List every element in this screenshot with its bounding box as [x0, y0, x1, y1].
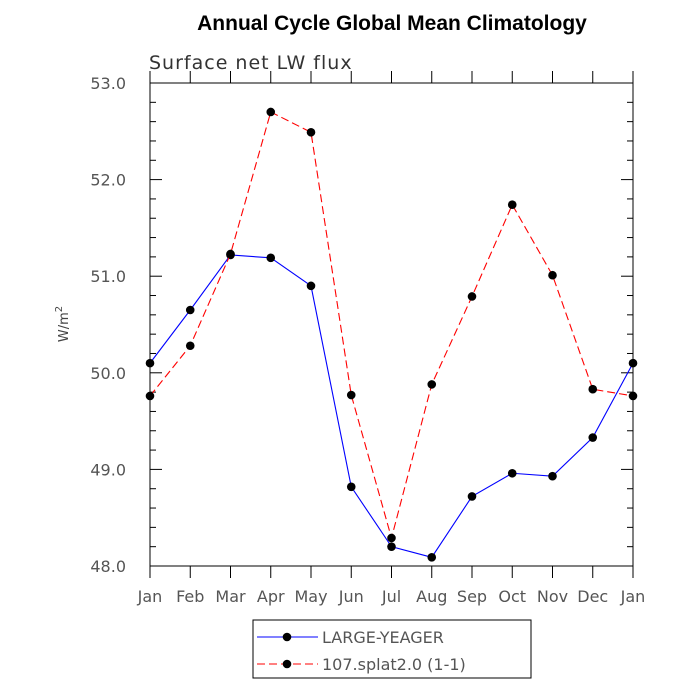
series-0-point [427, 553, 437, 562]
legend-box [252, 619, 532, 679]
series-0-point [387, 542, 396, 551]
plot-frame [149, 82, 634, 567]
series-0-point [548, 471, 557, 481]
y-tick-label: 53.0 [90, 74, 126, 93]
series-0-point [145, 358, 155, 368]
x-tick-label: Nov [537, 587, 568, 606]
series-1-point [346, 390, 356, 400]
series-1-point [548, 270, 557, 280]
x-tick-label: Jan [137, 587, 163, 606]
x-tick-label: Jan [620, 587, 646, 606]
series-line-1 [149, 111, 634, 541]
series-1-point [387, 533, 396, 543]
series-0-point [588, 433, 598, 442]
x-tick-label: Jul [381, 587, 401, 606]
y-ticks: 48.0 49.0 50.0 51.0 52.0 53.0 [90, 74, 633, 576]
x-tick-label: Dec [577, 587, 608, 606]
y-axis-label: W/m2 [54, 306, 72, 342]
series-1-point [467, 292, 477, 301]
y-tick-label: 51.0 [90, 267, 126, 286]
series-0-point [185, 305, 195, 315]
chart-title: Annual Cycle Global Mean Climatology [197, 12, 587, 35]
series-0-point [628, 358, 638, 368]
series-0-point [467, 492, 477, 501]
x-tick-label: Oct [498, 587, 526, 606]
y-axis-label-text: W/m [57, 312, 72, 342]
series-1-point [145, 391, 155, 401]
series-1-point [185, 341, 195, 351]
series-1-point [588, 384, 598, 394]
x-tick-label: Jun [338, 587, 364, 606]
series-1-point [226, 249, 235, 259]
y-tick-label: 52.0 [90, 171, 126, 190]
x-ticks: Jan Feb Mar Apr May Jun Jul Aug Sep Oct Nov Dec Jan [137, 71, 646, 606]
series-1-point [306, 127, 316, 137]
x-tick-label: Feb [176, 587, 204, 606]
series-0-point [507, 468, 517, 478]
svg-text:W/m2: W/m2 [54, 306, 72, 342]
y-tick-label: 49.0 [90, 460, 126, 479]
x-tick-label: Mar [215, 587, 246, 606]
chart-subtitle: Surface net LW flux [149, 52, 353, 74]
series-1-point [628, 391, 638, 401]
series-1-point [266, 107, 276, 117]
series-0-point [306, 281, 316, 291]
series-1-point [427, 380, 437, 389]
y-tick-label: 50.0 [90, 364, 126, 383]
legend-label-1: 107.splat2.0 (1-1) [322, 655, 466, 674]
legend: LARGE-YEAGER 107.splat2.0 (1-1) [257, 628, 466, 674]
y-tick-label: 48.0 [90, 557, 126, 576]
series-0-point [266, 253, 276, 263]
x-tick-label: May [294, 587, 327, 606]
series-0-point [346, 482, 356, 492]
x-tick-label: Aug [416, 587, 447, 606]
series-line-0 [149, 254, 634, 558]
series-layer [145, 107, 638, 562]
y-axis-label-superscript: 2 [54, 306, 65, 312]
series-1-point [507, 200, 517, 210]
legend-marker-0 [282, 632, 292, 642]
legend-marker-1 [282, 659, 292, 669]
x-tick-label: Sep [457, 587, 487, 606]
legend-label-0: LARGE-YEAGER [322, 628, 444, 647]
x-tick-label: Apr [257, 587, 285, 606]
